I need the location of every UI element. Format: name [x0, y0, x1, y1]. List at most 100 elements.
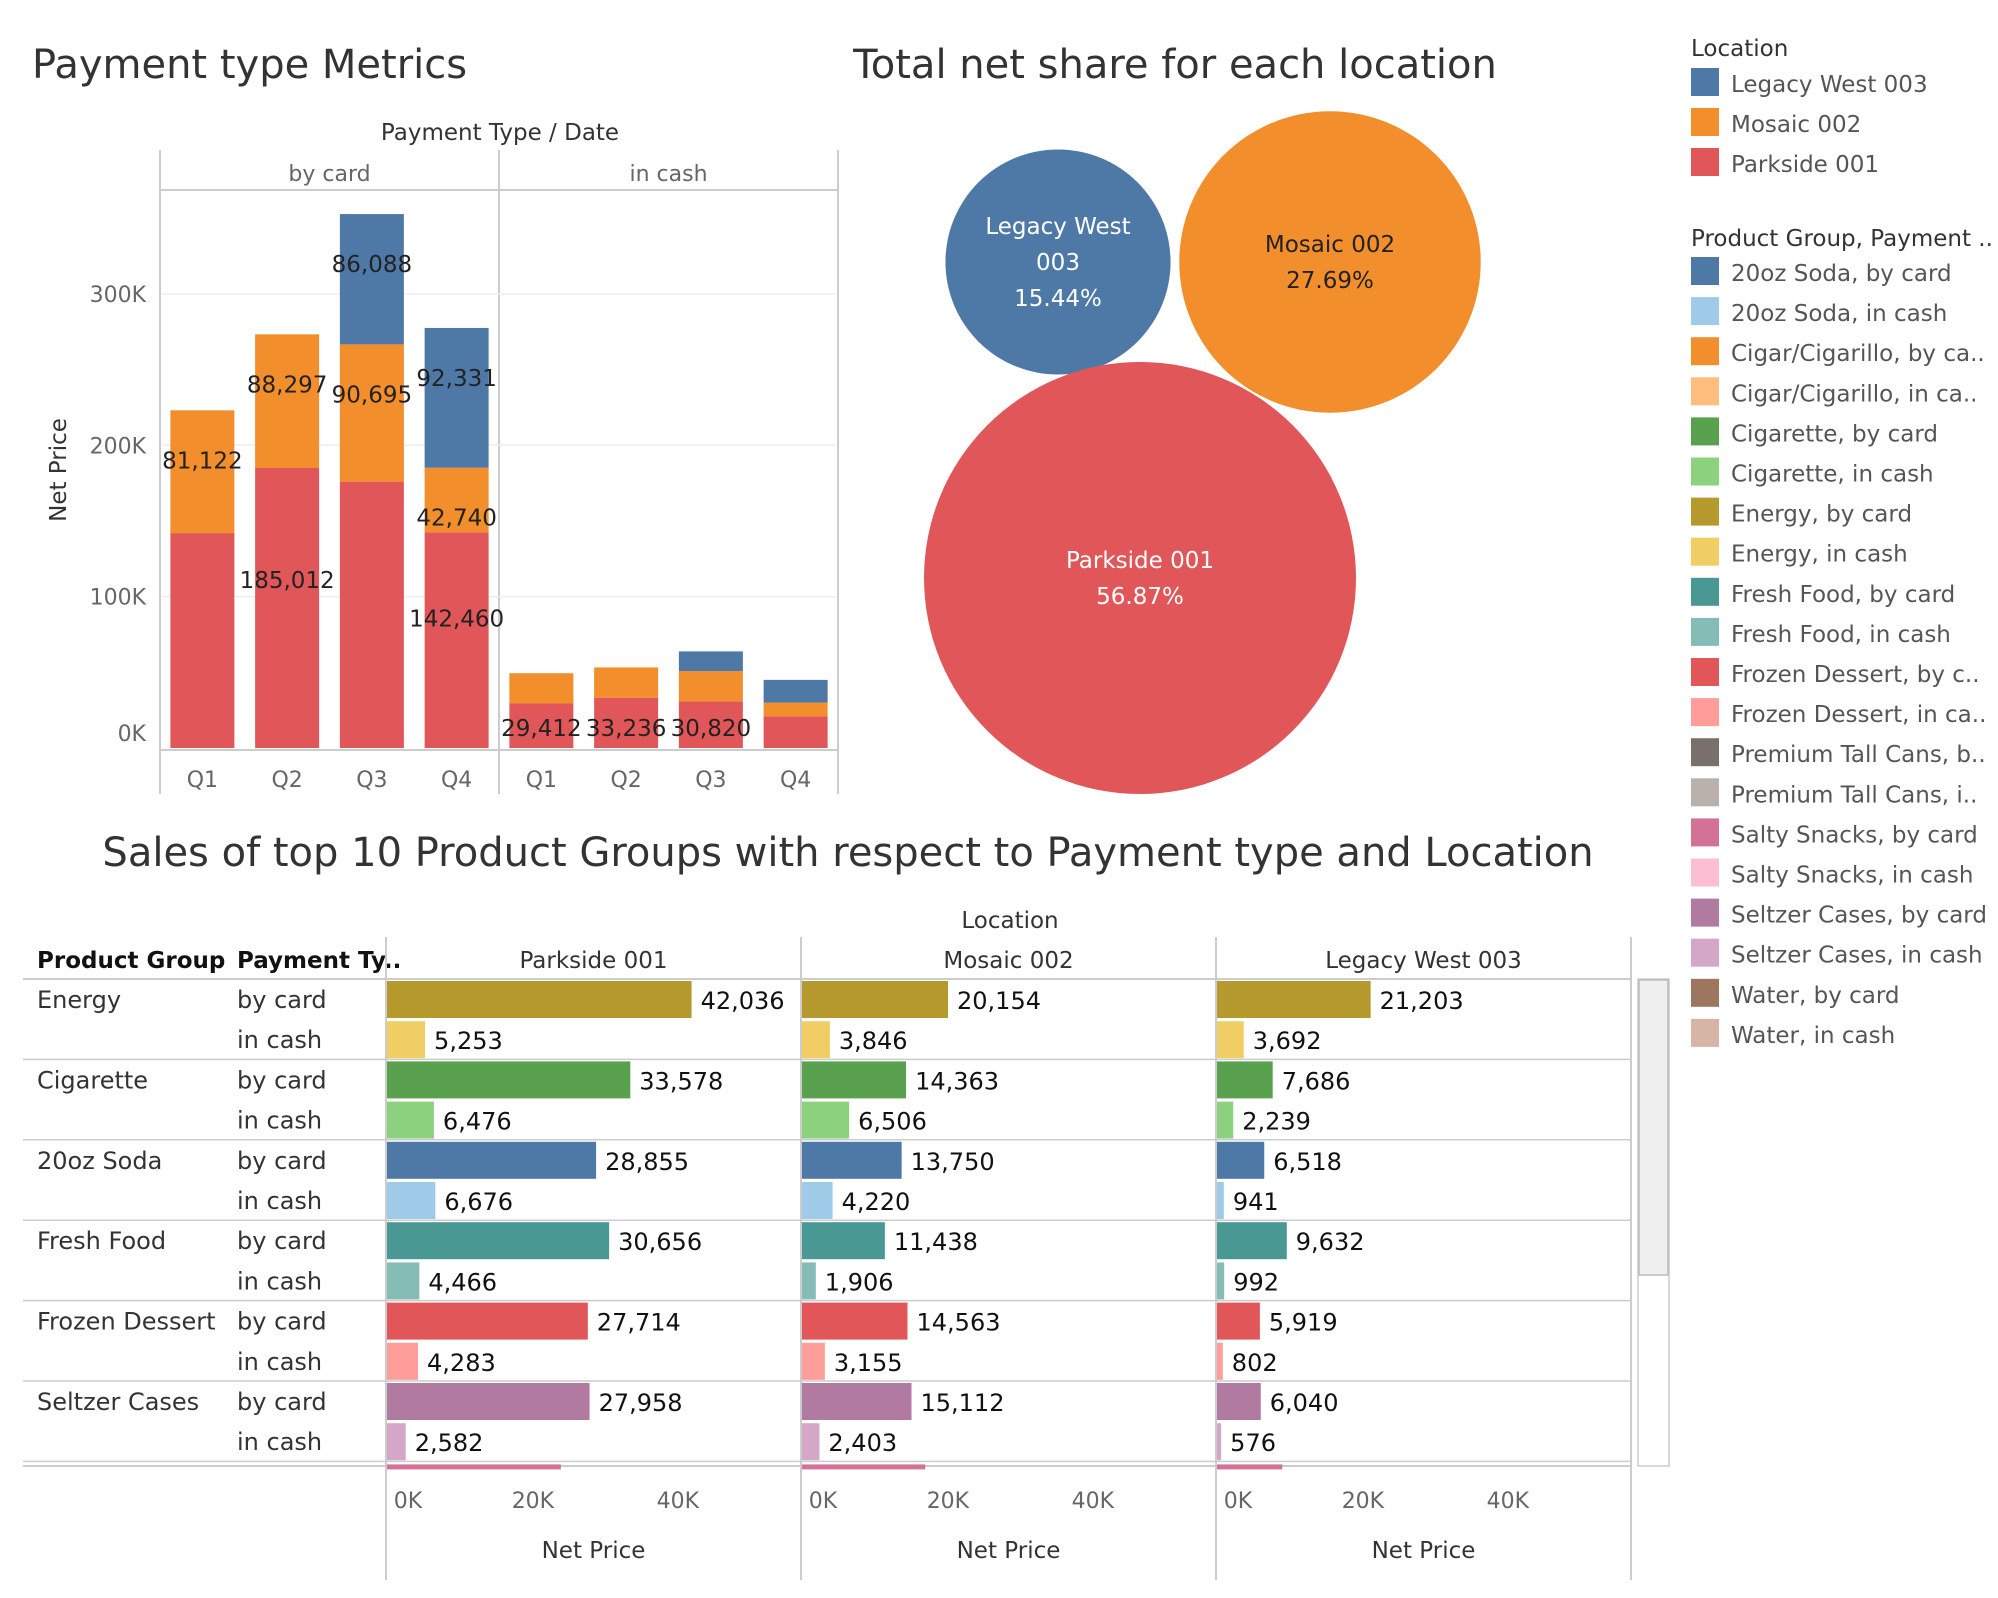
product-group-label: Cigarette	[37, 1066, 148, 1094]
bar-in-cash-q3-mosaic-002	[678, 671, 743, 702]
bar-data-label: 185,012	[240, 568, 335, 594]
legend-item-label: Legacy West 003	[1731, 72, 1928, 98]
legend-item-label: Seltzer Cases, in cash	[1731, 943, 1983, 969]
bar-cigarette-by-card-mosaic-002	[802, 1061, 907, 1099]
bar-data-label: 142,460	[409, 607, 504, 633]
legend-item-label: Mosaic 002	[1731, 112, 1861, 138]
bar-value-label: 30,656	[618, 1228, 702, 1256]
legend-swatch	[1691, 938, 1719, 967]
payment-type-label: in cash	[237, 1267, 322, 1295]
legend-item-label: 20oz Soda, in cash	[1731, 301, 1947, 327]
bar-energy-in-cash-legacy-west-003	[1217, 1021, 1244, 1059]
bar-frozen-dessert-by-card-parkside-001	[387, 1302, 588, 1340]
bar-energy-by-card-parkside-001	[387, 981, 692, 1018]
legend-swatch	[1691, 898, 1719, 927]
legend-item-label: Energy, in cash	[1731, 542, 1908, 568]
x-tick-label: 40K	[1487, 1489, 1530, 1514]
legend-item-label: Fresh Food, in cash	[1731, 622, 1951, 648]
y-tick-label: 300K	[90, 283, 147, 308]
bubble-name-label: Parkside 001	[1066, 548, 1214, 574]
legend-item-label: Energy, by card	[1731, 502, 1912, 528]
bar-frozen-dessert-by-card-legacy-west-003	[1217, 1302, 1260, 1340]
payment-type-header: Payment Ty..	[237, 948, 401, 974]
product-group-label: Seltzer Cases	[37, 1388, 199, 1416]
panel-header-by-card: by card	[288, 162, 370, 187]
payment-type-label: in cash	[237, 1107, 322, 1135]
top-product-groups-chart: Sales of top 10 Product Groups with resp…	[23, 830, 1670, 1580]
payment-type-label: by card	[237, 986, 327, 1014]
x-tick-label: 0K	[1224, 1489, 1253, 1514]
payment-type-label: by card	[237, 1066, 327, 1094]
bar-value-label: 4,220	[842, 1188, 911, 1216]
bar-value-label: 2,582	[415, 1429, 484, 1457]
bubble-share-label: 15.44%	[1014, 286, 1102, 312]
bar-in-cash-q2-parkside-001	[594, 697, 659, 748]
bar-cigarette-in-cash-legacy-west-003	[1217, 1101, 1234, 1139]
y-tick-label: 200K	[90, 434, 147, 459]
bar-value-label: 576	[1230, 1429, 1276, 1457]
x-tick-label: Q1	[526, 768, 557, 793]
legend-item-label: Cigarette, by card	[1731, 421, 1938, 447]
payment-type-label: in cash	[237, 1348, 322, 1376]
legend-item-label: Frozen Dessert, in ca..	[1731, 702, 1986, 728]
bar-value-label: 5,253	[434, 1027, 503, 1055]
legend-swatch	[1691, 257, 1719, 285]
bar-20oz-soda-by-card-parkside-001	[387, 1141, 597, 1179]
bar-by-card-q1-mosaic-002	[170, 410, 235, 534]
legend-swatch	[1691, 1018, 1719, 1047]
scrollbar-thumb[interactable]	[1638, 979, 1669, 1276]
bar-20oz-soda-in-cash-parkside-001	[387, 1182, 436, 1219]
bar-seltzer-cases-in-cash-legacy-west-003	[1217, 1423, 1222, 1461]
bubble-share-label: 27.69%	[1286, 268, 1374, 294]
bar-fresh-food-by-card-mosaic-002	[802, 1222, 885, 1260]
bar-in-cash-q3-parkside-001	[678, 701, 743, 748]
bar-value-label: 6,040	[1270, 1389, 1339, 1417]
bar-value-label: 802	[1232, 1349, 1278, 1377]
bar-in-cash-q4-legacy-west-003	[763, 679, 828, 703]
payment-type-label: by card	[237, 1388, 327, 1416]
legend-item-label: Frozen Dessert, by c..	[1731, 662, 1980, 688]
bar-in-cash-q4-mosaic-002	[763, 702, 828, 717]
bar-frozen-dessert-in-cash-parkside-001	[387, 1342, 419, 1380]
x-tick-label: 20K	[927, 1489, 970, 1514]
legend-item-label: Seltzer Cases, by card	[1731, 903, 1987, 929]
location-column-header: Location	[961, 908, 1058, 934]
product-group-label: 20oz Soda	[37, 1147, 162, 1175]
bar-value-label: 4,283	[427, 1349, 496, 1377]
legend-item-label: Parkside 001	[1731, 152, 1879, 178]
legend-swatch	[1691, 698, 1719, 727]
vertical-scrollbar[interactable]	[1637, 978, 1670, 1467]
legend-swatch	[1691, 337, 1719, 366]
bar-fresh-food-in-cash-parkside-001	[387, 1262, 420, 1300]
legend-panel: Location Product Group, Payment .. Legac…	[1691, 36, 1993, 1049]
bar-by-card-q3-parkside-001	[339, 481, 404, 748]
x-tick-label: Q1	[187, 768, 218, 793]
payment-type-label: in cash	[237, 1428, 322, 1456]
bubble-parkside-001	[924, 362, 1356, 794]
bar-by-card-q3-legacy-west-003	[339, 214, 404, 345]
bar-cigarette-in-cash-mosaic-002	[802, 1101, 850, 1139]
bar-energy-by-card-legacy-west-003	[1217, 981, 1371, 1018]
bar-value-label: 1,906	[825, 1268, 894, 1296]
bar-value-label: 9,632	[1296, 1228, 1365, 1256]
x-tick-label: Q4	[441, 768, 472, 793]
bar-cigarette-in-cash-parkside-001	[387, 1101, 434, 1139]
bar-cigarette-by-card-parkside-001	[387, 1061, 631, 1099]
legend-swatch	[1691, 297, 1719, 326]
bubble-name-label: Legacy West	[985, 214, 1130, 240]
y-axis-label: Net Price	[46, 418, 72, 522]
legend-items: Legacy West 003 Mosaic 002 Parkside 001 20o…	[1691, 68, 1987, 1049]
bar-value-label: 2,403	[828, 1429, 897, 1457]
bubble-marks: Legacy West 003 15.44% Mosaic 002 27.69% Park…	[924, 111, 1481, 794]
x-tick-label: 0K	[809, 1489, 838, 1514]
bar-value-label: 992	[1233, 1268, 1279, 1296]
bar-data-label: 92,331	[416, 366, 496, 392]
location-header-parkside-001: Parkside 001	[519, 948, 667, 974]
legend-item-label: Salty Snacks, in cash	[1731, 863, 1973, 889]
bar-partial-next-row	[802, 1464, 926, 1470]
legend-item-label: Cigar/Cigarillo, in ca..	[1731, 381, 1977, 407]
bar-in-cash-q3-legacy-west-003	[678, 651, 743, 672]
payment-type-label: by card	[237, 1227, 327, 1255]
x-tick-label: 40K	[657, 1489, 700, 1514]
legend-swatch	[1691, 377, 1719, 406]
